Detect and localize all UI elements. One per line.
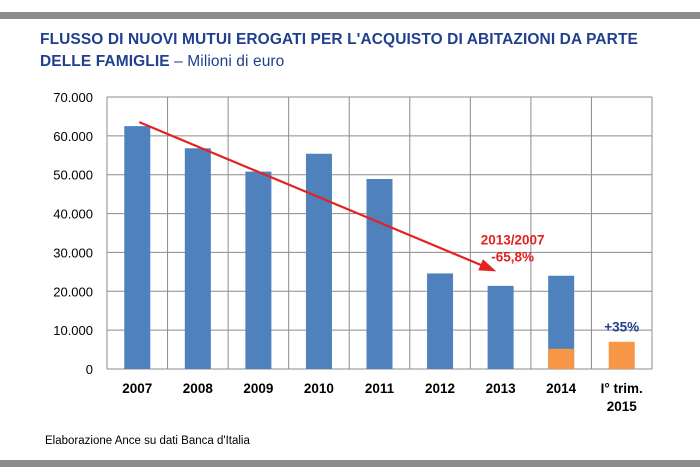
x-tick-label: 2007	[122, 381, 152, 396]
x-tick-label: 2010	[304, 381, 334, 396]
bar-2011	[366, 178, 393, 369]
source-note: Elaborazione Ance su dati Banca d'Italia	[45, 435, 250, 447]
x-tick-label: 2008	[183, 381, 214, 396]
x-tick-label: 2014	[546, 381, 577, 396]
y-tick-label: 50.000	[53, 168, 93, 183]
bars	[124, 126, 635, 370]
x-tick-label: 2013	[486, 381, 517, 396]
trend-value: -65,8%	[491, 250, 534, 265]
grid-lines	[106, 96, 653, 370]
y-tick-label: 70.000	[53, 90, 93, 105]
bar-2008	[184, 148, 211, 369]
x-axis-ticks: 2007 2008 2009 2010 2011 2012 2013 2014 I° trim.…	[122, 381, 643, 414]
y-tick-label: 60.000	[53, 129, 93, 144]
y-tick-label: 40.000	[53, 207, 93, 222]
y-tick-label: 0	[86, 362, 93, 377]
top-rule	[0, 12, 700, 19]
bar-quarter-7	[548, 348, 575, 369]
trend-arrow-head	[478, 259, 497, 272]
bar-2010	[305, 153, 332, 369]
growth-label: +35%	[604, 319, 639, 334]
y-axis-ticks: 0 10.000 20.000 30.000 40.000 50.000 60.000 70.…	[53, 90, 93, 377]
x-tick-label: 2011	[365, 381, 395, 396]
bar-2007	[124, 126, 151, 370]
y-tick-label: 20.000	[53, 284, 93, 299]
trend-label: 2013/2007	[481, 233, 545, 248]
bar-2009	[245, 171, 272, 369]
annotations: 2013/2007 -65,8% +35%	[138, 121, 639, 334]
x-tick-label: I° trim.	[601, 381, 643, 396]
y-tick-label: 30.000	[53, 245, 93, 260]
x-tick-label-line2: 2015	[607, 399, 638, 414]
bar-2012	[427, 273, 454, 369]
bottom-rule	[0, 460, 700, 467]
trend-arrow-line	[138, 121, 494, 271]
title-text: FLUSSO DI NUOVI MUTUI EROGATI PER L'ACQU…	[40, 31, 638, 70]
bar-2013	[487, 285, 514, 369]
title-subtitle: – Milioni di euro	[174, 53, 285, 70]
chart-title: FLUSSO DI NUOVI MUTUI EROGATI PER L'ACQU…	[40, 29, 680, 73]
y-tick-label: 10.000	[53, 323, 93, 338]
x-tick-label: 2009	[243, 381, 273, 396]
x-tick-label: 2012	[425, 381, 455, 396]
bar-quarter-8	[608, 341, 635, 369]
